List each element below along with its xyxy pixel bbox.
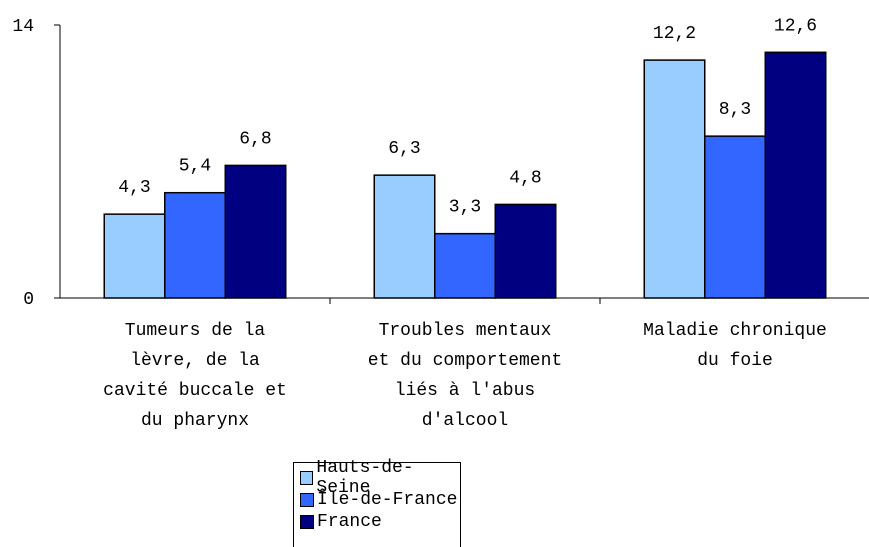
value-label: 3,3: [449, 198, 481, 218]
bar: [494, 203, 557, 299]
x-tick-label: Troubles mentaux et du comportement liés…: [367, 321, 563, 431]
value-label: 6,8: [239, 129, 271, 149]
y-tick-label: 14: [12, 17, 34, 37]
legend-swatch: [300, 515, 314, 529]
value-label: 6,3: [388, 139, 420, 159]
legend-swatch: [300, 471, 314, 485]
y-tick-label: 0: [23, 290, 34, 310]
legend-item: France: [300, 511, 460, 533]
bar: [373, 174, 436, 299]
bar: [103, 213, 166, 299]
x-tick-label: Tumeurs de la lèvre, de la cavité buccal…: [103, 321, 287, 431]
bar: [434, 232, 496, 299]
bar: [643, 59, 706, 299]
x-tick-label: Maladie chronique du foie: [643, 321, 827, 371]
legend-item: Hauts-de-Seine: [300, 458, 460, 498]
bar: [164, 191, 226, 299]
bar: [224, 164, 287, 299]
legend-label: France: [317, 512, 382, 532]
value-label: 8,3: [719, 100, 751, 120]
legend-swatch: [300, 493, 314, 507]
legend-label: Île-de-France: [317, 490, 458, 510]
bar: [764, 51, 827, 299]
value-label: 12,2: [653, 24, 696, 44]
value-label: 5,4: [179, 157, 211, 177]
value-label: 4,8: [509, 168, 541, 188]
value-label: 12,6: [774, 16, 817, 36]
legend: Hauts-de-Seine Île-de-France France: [293, 458, 461, 547]
legend-item: Île-de-France: [300, 489, 460, 511]
value-label: 4,3: [118, 178, 150, 198]
bar: [704, 135, 766, 299]
legend-label: Hauts-de-Seine: [316, 458, 414, 498]
